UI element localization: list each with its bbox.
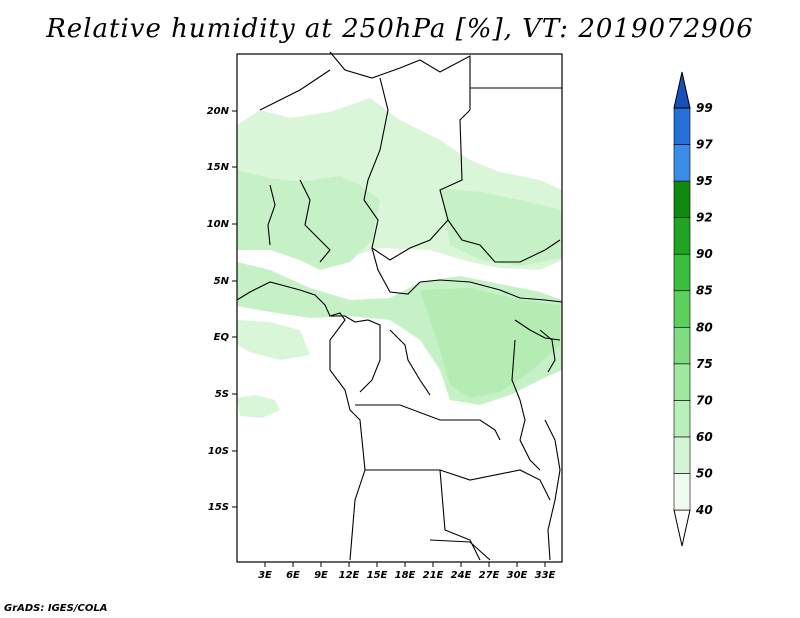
- lat-tick-label: 10N: [207, 219, 230, 230]
- colorbar-segment: [673, 144, 691, 182]
- colorbar-label: 60: [696, 430, 713, 444]
- colorbar-label: 85: [696, 284, 713, 298]
- colorbar-segment: [673, 107, 691, 145]
- colorbar-segment: [673, 180, 691, 218]
- lat-tick-label: 15S: [208, 502, 229, 513]
- lat-tick-label: 5S: [215, 389, 229, 400]
- lon-tick-label: 30E: [507, 570, 528, 581]
- colorbar-label: 92: [696, 211, 713, 225]
- lon-tick-label: 3E: [258, 570, 272, 581]
- colorbar-label: 70: [696, 393, 713, 407]
- lon-tick-label: 18E: [395, 570, 416, 581]
- humidity-region-coast: [237, 320, 310, 360]
- colorbar-segment: [673, 363, 691, 401]
- colorbar-segment: [673, 473, 691, 511]
- lon-tick-label: 6E: [286, 570, 300, 581]
- lon-tick-label: 33E: [535, 570, 556, 581]
- colorbar-label: 97: [696, 138, 713, 152]
- lat-tick-label: EQ: [214, 332, 230, 343]
- page-title: Relative humidity at 250hPa [%], VT: 201…: [46, 14, 754, 44]
- colorbar-segment: [673, 436, 691, 474]
- colorbar-segment: [673, 326, 691, 365]
- colorbar-label: 75: [696, 357, 713, 371]
- humidity-region-southwest: [237, 395, 280, 418]
- colorbar-label: 50: [696, 466, 713, 480]
- colorbar-lower-cap: [673, 509, 691, 547]
- colorbar-label: 90: [696, 247, 713, 261]
- lon-tick-label: 27E: [479, 570, 500, 581]
- lon-tick-label: 21E: [423, 570, 444, 581]
- lat-tick-label: 10S: [208, 446, 229, 457]
- lat-tick-label: 20N: [207, 106, 230, 117]
- colorbar-label: 40: [695, 503, 713, 517]
- colorbar-segment: [673, 217, 691, 255]
- lon-tick-label: 9E: [314, 570, 328, 581]
- colorbar: 40 50 60 70 75 80 85 90 92 95 97 99: [673, 71, 713, 547]
- colorbar-upper-cap: [673, 71, 691, 109]
- colorbar-label: 95: [696, 174, 713, 188]
- colorbar-segment: [673, 253, 691, 292]
- lon-tick-label: 24E: [451, 570, 472, 581]
- lat-axis: 20N 15N 10N 5N EQ 5S 10S 15S: [207, 106, 237, 513]
- map-frame: [236, 53, 563, 563]
- humidity-fill: [237, 98, 562, 418]
- humidity-region-east: [420, 288, 560, 398]
- grads-credit: GrADS: IGES/COLA: [4, 603, 108, 614]
- colorbar-segment: [673, 400, 691, 438]
- lon-tick-label: 12E: [339, 570, 360, 581]
- lon-tick-label: 15E: [367, 570, 388, 581]
- colorbar-label: 99: [696, 101, 713, 115]
- lon-axis: 3E 6E 9E 12E 15E 18E 21E 24E 27E 30E 33E: [258, 562, 556, 581]
- lat-tick-label: 5N: [214, 276, 230, 287]
- country-borders: [236, 51, 563, 561]
- humidity-region-west: [237, 170, 380, 270]
- colorbar-label: 80: [696, 320, 713, 334]
- colorbar-segment: [673, 290, 691, 328]
- lat-tick-label: 15N: [207, 162, 230, 173]
- humidity-region-sahel: [440, 188, 562, 266]
